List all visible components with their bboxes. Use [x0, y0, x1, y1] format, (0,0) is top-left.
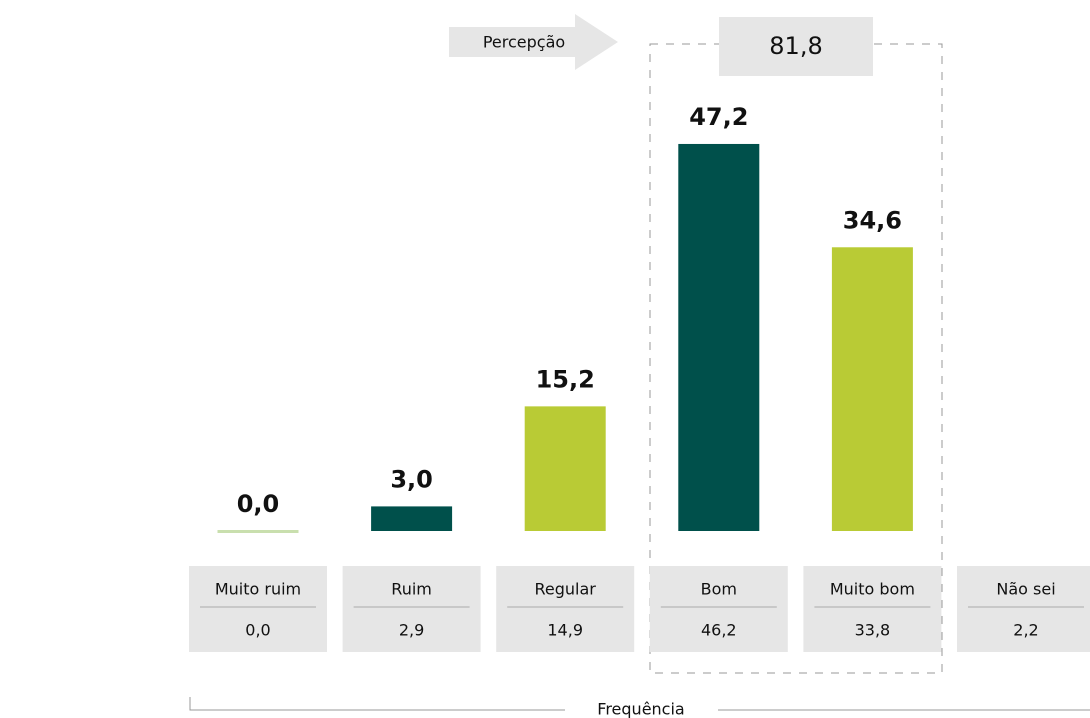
- category-label: Não sei: [996, 580, 1055, 599]
- category-label: Regular: [535, 580, 597, 599]
- category-box: [496, 566, 635, 652]
- frequency-value: 2,9: [399, 621, 424, 640]
- value-label: 3,0: [390, 465, 433, 493]
- value-label: 47,2: [689, 103, 748, 131]
- perception-value: 81,8: [769, 32, 822, 60]
- category-box: [957, 566, 1090, 652]
- category-box: [189, 566, 327, 652]
- frequency-label: Frequência: [597, 700, 684, 718]
- category-box: [649, 566, 788, 652]
- frequency-value: 0,0: [245, 621, 270, 640]
- perception-label: Percepção: [483, 33, 565, 52]
- frequency-value: 2,2: [1013, 621, 1038, 640]
- frequency-value: 33,8: [855, 621, 891, 640]
- category-label: Muito bom: [830, 580, 915, 599]
- category-box: [803, 566, 942, 652]
- value-label: 15,2: [536, 365, 595, 393]
- category-label: Ruim: [391, 580, 432, 599]
- bar: [678, 143, 760, 531]
- bar: [217, 530, 299, 533]
- bar: [524, 406, 606, 531]
- value-label: 34,6: [843, 206, 902, 234]
- category-label: Muito ruim: [215, 580, 301, 599]
- perception-box: [719, 17, 873, 76]
- frequency-value: 14,9: [547, 621, 583, 640]
- bar: [831, 247, 913, 531]
- value-label: 0,0: [237, 490, 280, 518]
- frequency-value: 46,2: [701, 621, 737, 640]
- perception-arrow: [449, 14, 618, 70]
- frequency-bracket: [189, 697, 1090, 711]
- category-box: [342, 566, 481, 652]
- category-label: Bom: [701, 580, 737, 599]
- bar: [371, 506, 453, 531]
